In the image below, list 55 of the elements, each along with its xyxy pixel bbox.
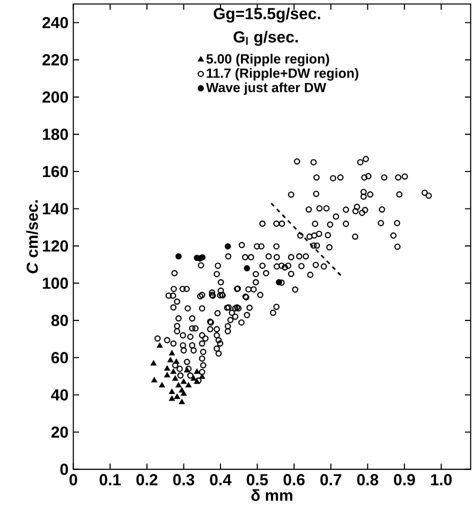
y-tick-label: 40 — [51, 389, 68, 401]
point — [199, 374, 206, 379]
y-tick-label: 240 — [42, 16, 68, 28]
point — [179, 399, 185, 404]
y-axis-title: C cm/sec. — [26, 200, 38, 274]
x-tick-label: 0.8 — [357, 474, 378, 486]
legend-label: Wave just after DW — [206, 82, 326, 95]
x-tick-label: 1.0 — [431, 474, 452, 486]
point — [172, 376, 178, 381]
point — [181, 390, 187, 396]
annotation: Gg=15.5g/sec. — [214, 8, 320, 23]
y-tick-label: 180 — [43, 128, 68, 140]
point — [194, 368, 200, 374]
x-tick-label: 0.7 — [320, 474, 342, 486]
point — [276, 279, 282, 286]
point — [200, 254, 206, 260]
point — [168, 357, 174, 362]
x-axis-title: δ mm — [252, 489, 292, 501]
x-tick-label: 0.9 — [394, 474, 416, 486]
y-tick-label: 60 — [52, 352, 68, 364]
point — [152, 377, 158, 382]
point — [244, 265, 250, 272]
point — [176, 382, 182, 388]
x-tick-label: 0.3 — [173, 474, 194, 486]
x-tick-label: 0 — [70, 474, 78, 486]
y-tick-label: 80 — [51, 314, 68, 326]
point — [150, 360, 156, 366]
x-tick-label: 0.5 — [246, 474, 268, 486]
x-tick-label: 0.2 — [136, 474, 158, 486]
point — [170, 368, 176, 374]
point — [186, 382, 192, 388]
legend-label: 11.7 (Ripple+DW region) — [206, 68, 358, 81]
point — [157, 342, 163, 348]
y-tick-label: 200 — [42, 91, 68, 103]
y-tick-label: 160 — [43, 166, 68, 178]
point — [169, 350, 175, 356]
x-tick-label: 0.4 — [210, 474, 232, 486]
legend-title: G$_{l}$ g/sec. — [234, 30, 298, 46]
point — [224, 243, 232, 250]
point — [159, 382, 165, 388]
y-tick-label: 0 — [60, 464, 68, 475]
point — [181, 378, 187, 384]
x-tick-label: 0.6 — [284, 474, 305, 486]
y-tick-label: 220 — [42, 54, 68, 66]
y-tick-label: 100 — [43, 278, 68, 289]
point — [179, 387, 185, 392]
legend-label: 5.00 (Ripple region) — [206, 54, 330, 66]
point — [176, 253, 182, 260]
y-tick-label: 140 — [43, 203, 68, 214]
point — [169, 388, 175, 394]
y-tick-label: 20 — [52, 426, 68, 438]
point — [169, 396, 175, 401]
x-tick-label: 0.1 — [100, 474, 121, 486]
point — [174, 394, 180, 399]
y-tick-label: 120 — [43, 240, 68, 252]
